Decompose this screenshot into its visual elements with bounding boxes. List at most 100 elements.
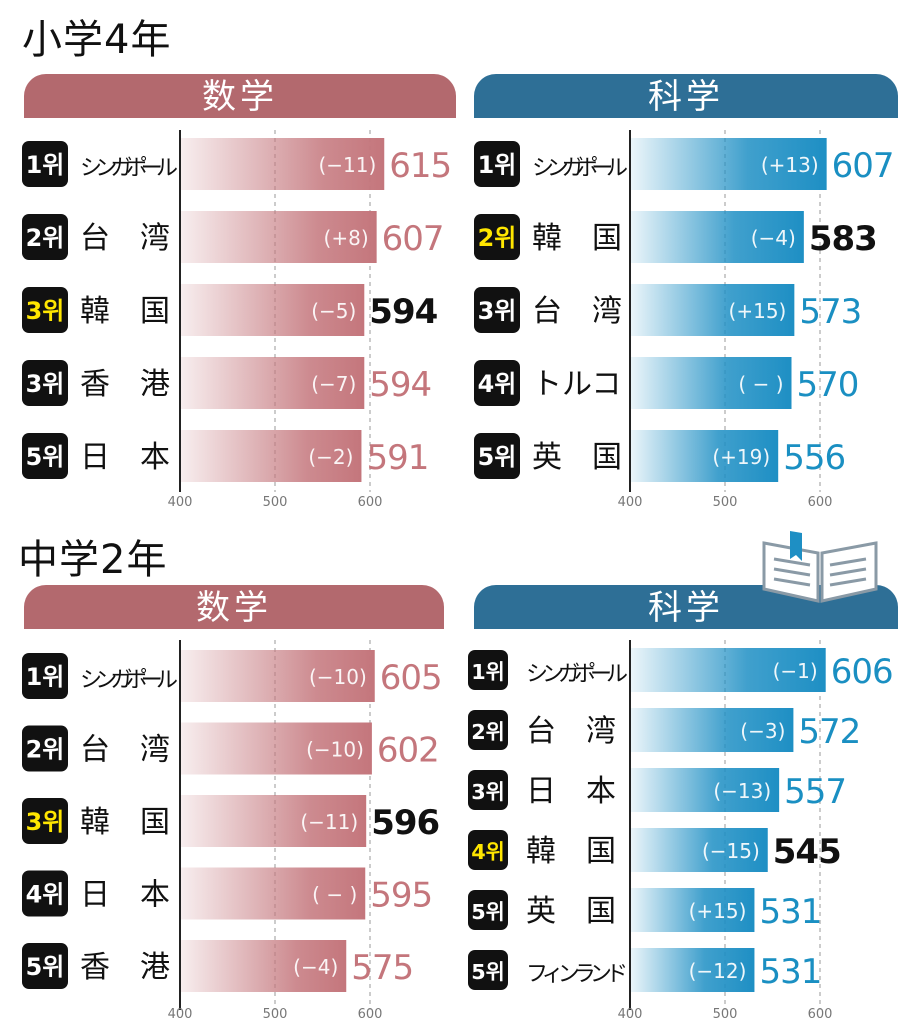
value-label: 545 xyxy=(773,832,841,872)
bar xyxy=(180,211,377,263)
tick-label: 600 xyxy=(808,1007,833,1022)
change-label: (+15) xyxy=(689,899,747,923)
country-label: 香 港 xyxy=(80,367,170,402)
country-label: 韓 国 xyxy=(532,221,622,256)
rank-badge xyxy=(474,214,520,260)
bar xyxy=(630,211,804,263)
rank-badge xyxy=(22,725,68,772)
country-label: 香 港 xyxy=(80,950,170,985)
country-label: シンガポール xyxy=(80,668,178,693)
country-label: 台 湾 xyxy=(80,733,170,768)
tick-label: 500 xyxy=(263,495,288,510)
country-label: 台 湾 xyxy=(80,221,170,256)
rank-badge xyxy=(474,287,520,333)
change-label: (−15) xyxy=(702,839,760,863)
rank-badge xyxy=(22,214,68,260)
change-label: (−2) xyxy=(308,445,353,469)
value-label: 606 xyxy=(831,652,893,692)
country-label: シンガポール xyxy=(80,156,178,181)
bar xyxy=(180,430,362,482)
change-label: (+8) xyxy=(324,226,369,250)
value-label: 575 xyxy=(351,948,413,988)
tick-label: 500 xyxy=(263,1007,288,1022)
bar xyxy=(630,768,780,812)
rank-label: 4위 xyxy=(26,881,65,909)
value-label: 596 xyxy=(371,803,439,843)
rank-label: 5위 xyxy=(471,960,505,984)
value-label: 556 xyxy=(783,438,845,478)
rank-badge xyxy=(22,870,68,917)
bar xyxy=(180,940,347,992)
change-label: (−10) xyxy=(309,665,367,689)
value-label: 605 xyxy=(380,658,442,698)
bar xyxy=(630,357,792,409)
bar xyxy=(630,828,768,872)
change-label: (+13) xyxy=(761,153,819,177)
bar xyxy=(630,284,795,336)
bar xyxy=(180,867,366,920)
change-label: (−7) xyxy=(311,372,356,396)
rank-label: 2위 xyxy=(471,720,505,744)
rank-badge xyxy=(468,710,508,750)
rank-badge xyxy=(474,141,520,187)
value-label: 583 xyxy=(809,219,877,259)
change-label: (−12) xyxy=(689,959,747,983)
change-label: (−10) xyxy=(306,738,364,762)
country-label: フィンランド xyxy=(526,962,628,987)
value-label: 594 xyxy=(369,365,431,405)
rank-label: 1위 xyxy=(471,660,505,684)
value-label: 615 xyxy=(389,146,451,186)
section-title-middle: 中学2年 xyxy=(18,537,168,583)
country-label: 台 湾 xyxy=(532,294,622,329)
panel-header-elem-math: 数学 xyxy=(24,74,456,118)
value-label: 572 xyxy=(798,712,860,752)
tick-label: 400 xyxy=(168,1007,193,1022)
value-label: 591 xyxy=(366,438,428,478)
change-label: (−3) xyxy=(740,719,785,743)
value-label: 573 xyxy=(799,292,861,332)
bar xyxy=(180,722,372,775)
change-label: (+15) xyxy=(729,299,787,323)
rank-label: 5위 xyxy=(26,953,65,981)
rank-label: 2위 xyxy=(478,224,517,252)
rank-badge xyxy=(474,433,520,479)
panel-header-middle-math: 数学 xyxy=(24,585,444,629)
country-label: トルコ xyxy=(532,367,621,402)
country-label: 英 国 xyxy=(532,440,622,475)
tick-label: 400 xyxy=(168,495,193,510)
rank-badge xyxy=(22,287,68,333)
rank-badge xyxy=(22,653,68,699)
rank-badge xyxy=(474,360,520,406)
rank-label: 3위 xyxy=(478,297,517,325)
tick-label: 400 xyxy=(618,495,643,510)
change-label: (−5) xyxy=(311,299,356,323)
rank-label: 2위 xyxy=(26,224,65,252)
rank-badge xyxy=(22,360,68,406)
rank-badge xyxy=(468,830,508,870)
rank-label: 4위 xyxy=(478,370,517,398)
bar xyxy=(630,648,826,692)
tick-label: 600 xyxy=(808,495,833,510)
rank-badge xyxy=(22,943,68,989)
bar xyxy=(630,430,779,482)
bar xyxy=(630,138,827,190)
value-label: 531 xyxy=(759,892,821,932)
change-label: ( − ) xyxy=(312,883,357,907)
bar xyxy=(180,138,385,190)
rank-badge xyxy=(468,890,508,930)
rank-label: 4위 xyxy=(471,840,505,864)
value-label: 557 xyxy=(784,772,846,812)
tick-label: 600 xyxy=(358,495,383,510)
tick-label: 400 xyxy=(618,1007,643,1022)
rank-label: 1위 xyxy=(26,663,65,691)
value-label: 607 xyxy=(382,219,444,259)
panel-header-elem-science: 科学 xyxy=(474,74,898,118)
change-label: (−1) xyxy=(773,659,818,683)
bar xyxy=(180,357,365,409)
country-label: シンガポール xyxy=(532,156,628,181)
rank-label: 1위 xyxy=(26,151,65,179)
value-label: 595 xyxy=(370,876,432,916)
bar xyxy=(630,708,794,752)
country-label: 韓 国 xyxy=(526,834,616,869)
